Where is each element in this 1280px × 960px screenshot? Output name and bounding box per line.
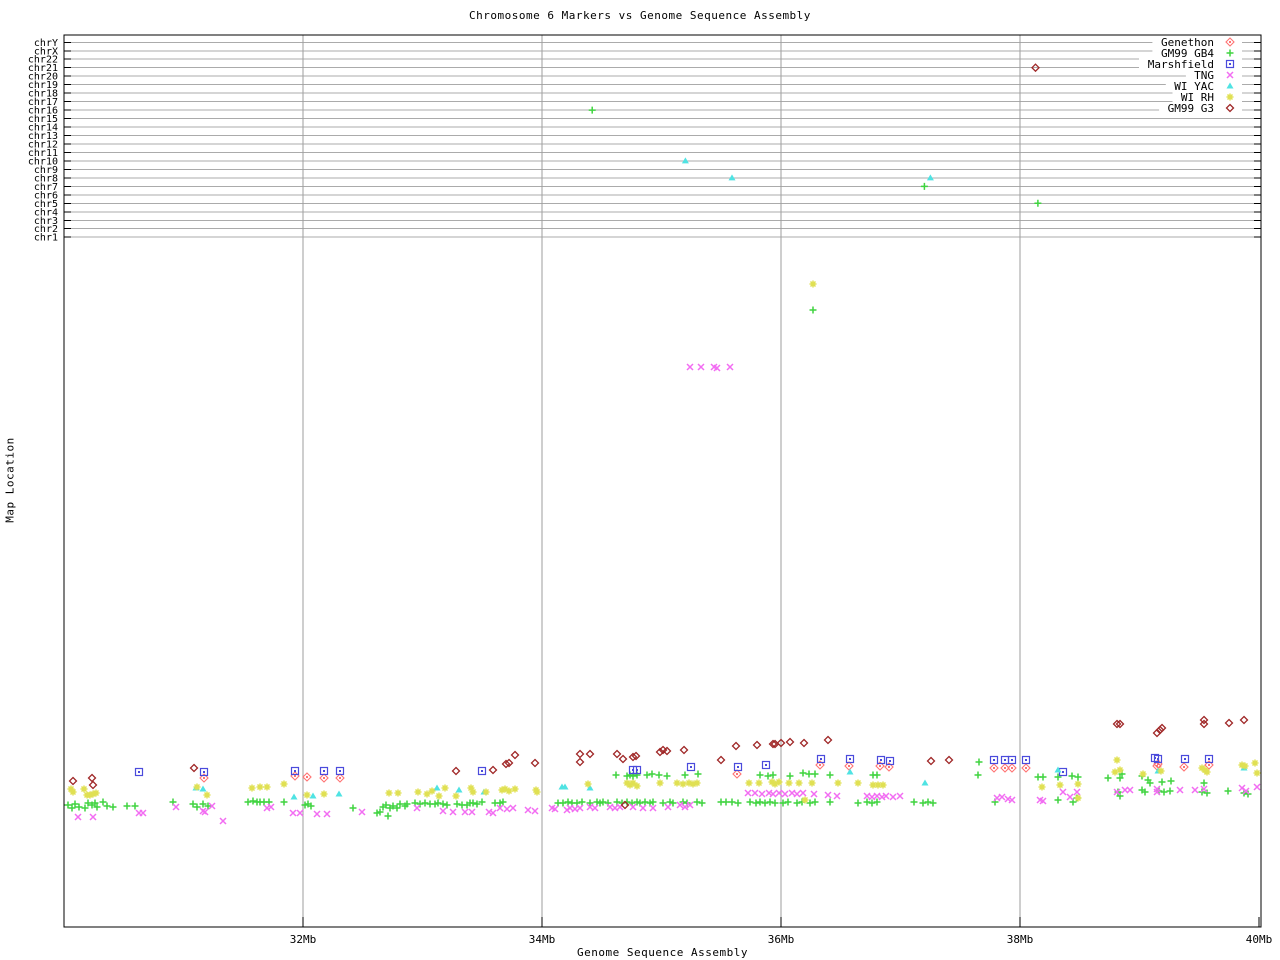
- legend-label-genethon: Genethon: [1161, 36, 1214, 49]
- row-label-chrY: chrY: [34, 38, 58, 49]
- row-label-chr6: chr6: [34, 190, 58, 201]
- row-label-chrX: chrX: [34, 46, 58, 57]
- row-label-chr12: chr12: [28, 140, 58, 151]
- legend-label-marshfield: Marshfield: [1148, 58, 1214, 71]
- row-label-chr21: chr21: [28, 63, 58, 74]
- row-label-chr15: chr15: [28, 114, 58, 125]
- row-label-chr10: chr10: [28, 156, 58, 167]
- row-label-chr7: chr7: [34, 182, 58, 193]
- legend-label-tng: TNG: [1194, 69, 1214, 82]
- x-tick-label-38Mb: 38Mb: [1007, 933, 1034, 946]
- x-tick-label-32Mb: 32Mb: [290, 933, 317, 946]
- legend-label-gm99_g3: GM99 G3: [1168, 102, 1214, 115]
- series-tng: [74, 363, 1261, 825]
- row-label-chr1: chr1: [34, 233, 58, 244]
- series-genethon: [199, 759, 1214, 783]
- x-tick-label-34Mb: 34Mb: [529, 933, 556, 946]
- x-gridlines-and-ticks: 32Mb 34Mb 36Mb 38Mb 40Mb: [290, 35, 1273, 946]
- series-marshfield: [134, 753, 1214, 777]
- row-label-chr2: chr2: [34, 224, 58, 235]
- row-label-chr14: chr14: [28, 123, 58, 134]
- series-wi_yac: [192, 764, 1248, 800]
- row-label-chr20: chr20: [28, 72, 58, 83]
- series-wi_rh: [67, 280, 1261, 804]
- row-label-chr18: chr18: [28, 89, 58, 100]
- chromosome-hit-markers: [588, 63, 1042, 207]
- series-gm99_gb4: [64, 306, 1252, 820]
- row-label-chr19: chr19: [28, 80, 58, 91]
- row-label-chr13: chr13: [28, 131, 58, 142]
- legend-label-gm99_gb4: GM99 GB4: [1161, 47, 1214, 60]
- series-gm99_g3: [68, 715, 1249, 810]
- chromosome-rows: chrYchrXchr22chr21chr20chr19chr18chr17ch…: [28, 38, 1261, 244]
- chart-title: Chromosome 6 Markers vs Genome Sequence …: [469, 9, 811, 22]
- row-label-chr8: chr8: [34, 173, 58, 184]
- legend-label-wi_rh: WI RH: [1181, 91, 1214, 104]
- row-label-chr9: chr9: [34, 165, 58, 176]
- x-axis-label: Genome Sequence Assembly: [577, 946, 748, 959]
- row-label-chr4: chr4: [34, 207, 58, 218]
- row-label-chr5: chr5: [34, 199, 58, 210]
- row-label-chr11: chr11: [28, 148, 58, 159]
- row-label-chr16: chr16: [28, 106, 58, 117]
- legend-label-wi_yac: WI YAC: [1174, 80, 1214, 93]
- x-tick-label-40Mb: 40Mb: [1246, 933, 1273, 946]
- row-label-chr22: chr22: [28, 55, 58, 66]
- row-label-chr17: chr17: [28, 97, 58, 108]
- x-tick-label-36Mb: 36Mb: [768, 933, 795, 946]
- plot-frame: [63, 34, 1262, 928]
- row-label-chr3: chr3: [34, 216, 58, 227]
